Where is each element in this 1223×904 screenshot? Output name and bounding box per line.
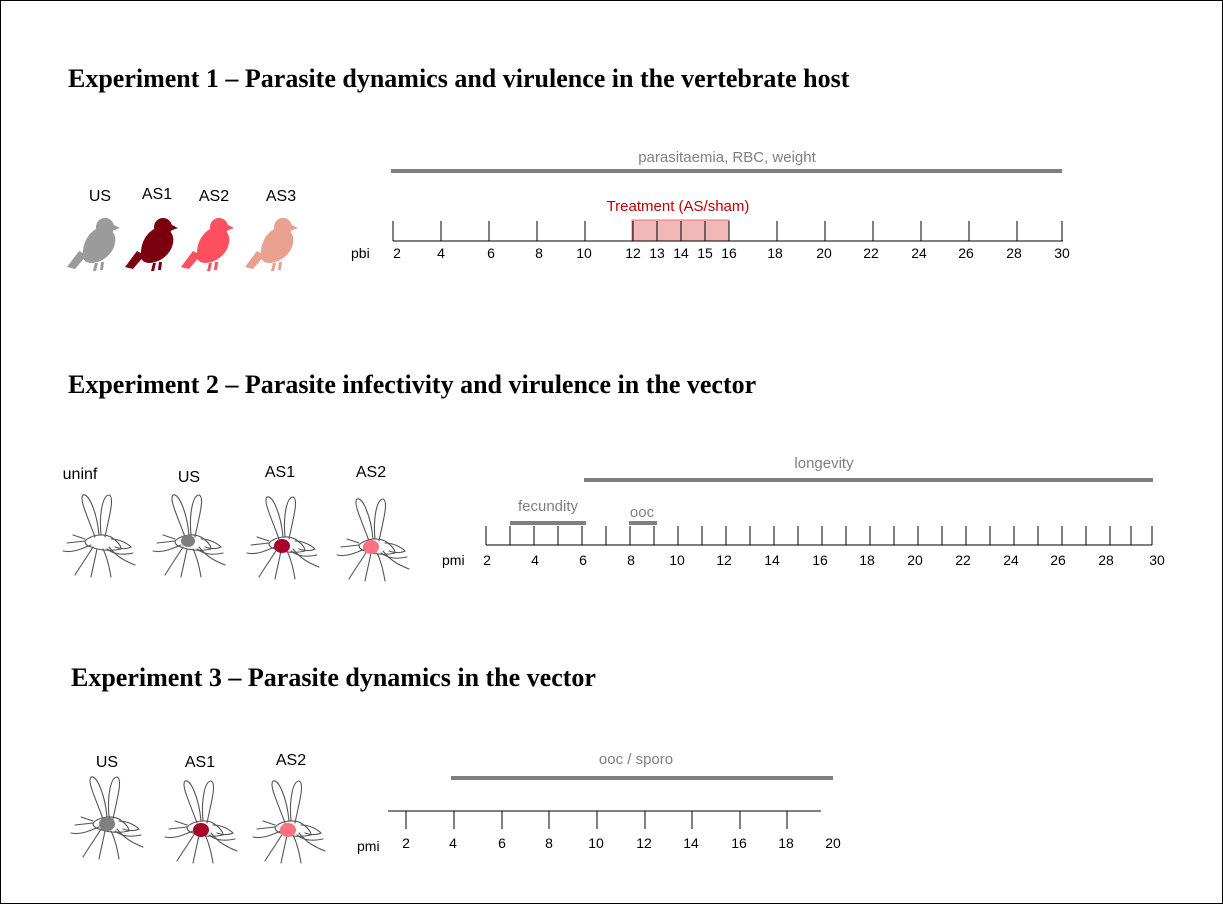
exp1-tick-label: 26 — [958, 245, 974, 261]
mosquito-icon-pink — [252, 780, 326, 864]
exp1-tick-label: 4 — [437, 245, 445, 261]
exp2-tick-label: 30 — [1149, 552, 1165, 568]
bird-icon-grey — [67, 218, 120, 271]
mosquito-icon-dark-red — [246, 496, 320, 580]
exp1-tick-label: 8 — [535, 245, 543, 261]
exp3-tick-label: 10 — [588, 835, 604, 851]
exp1-tick-label: 12 — [625, 245, 641, 261]
exp3-tick-label: 20 — [825, 835, 841, 851]
bar-label-parasitaemia-rbc-weight: parasitaemia, RBC, weight — [638, 149, 816, 166]
exp1-group-label-as1: AS1 — [142, 186, 172, 203]
exp1-tick-label: 16 — [721, 245, 737, 261]
exp1-tick-label: 18 — [767, 245, 783, 261]
exp2-axis: pmi — [442, 526, 1165, 568]
exp3-tick-label: 4 — [449, 835, 457, 851]
exp3-axis-label: pmi — [357, 838, 380, 854]
exp3-tick-label: 2 — [402, 835, 410, 851]
bird-icon-dark-red — [125, 218, 178, 271]
exp2-tick-label: 22 — [955, 552, 971, 568]
exp3-axis: pmi 2 4 6 8 10 12 14 16 18 20 — [357, 810, 841, 854]
exp2-tick-label: 2 — [483, 552, 491, 568]
exp3-tick-label: 14 — [683, 835, 699, 851]
exp1-tick-label: 14 — [673, 245, 689, 261]
bar-label-ooc: ooc — [630, 504, 655, 521]
exp2-tick-label: 16 — [812, 552, 828, 568]
exp1-tick-label: 20 — [816, 245, 832, 261]
exp1-tick-label: 30 — [1054, 245, 1070, 261]
exp1-tick-label: 2 — [393, 245, 401, 261]
gut-infection-grey — [99, 817, 115, 831]
exp3-tick-label: 18 — [778, 835, 794, 851]
exp3-group-label-as1: AS1 — [185, 754, 215, 771]
exp1-tick-label: 10 — [576, 245, 592, 261]
bar-label-longevity: longevity — [794, 455, 854, 472]
mosquito-icon-dark-red — [164, 780, 238, 864]
exp2-group-label-uninf: uninf — [63, 466, 98, 483]
exp3-tick-label: 16 — [731, 835, 747, 851]
exp2-tick-label: 28 — [1098, 552, 1114, 568]
exp2-tick-label: 10 — [669, 552, 685, 568]
bar-label-fecundity: fecundity — [518, 498, 579, 515]
exp2-group-label-us: US — [178, 469, 200, 486]
bar-label-ooc-sporo: ooc / sporo — [599, 751, 673, 768]
treatment-label: Treatment (AS/sham) — [607, 198, 750, 215]
mosquito-icon-pink — [336, 498, 410, 582]
exp2-tick-label: 6 — [579, 552, 587, 568]
exp2-group-label-as2: AS2 — [356, 464, 386, 481]
exp3-tick-label: 12 — [636, 835, 652, 851]
exp2-axis-label: pmi — [442, 552, 465, 568]
exp1-axis: pbi 2 4 6 8 10 12 13 14 15 — [351, 221, 1070, 261]
experiment-1-title: Experiment 1 – Parasite dynamics and vir… — [68, 64, 850, 93]
exp2-tick-label: 26 — [1050, 552, 1066, 568]
gut-infection-dark-red — [274, 539, 290, 553]
gut-infection-pink — [363, 540, 379, 554]
exp1-tick-label: 13 — [649, 245, 665, 261]
exp1-group-label-as2: AS2 — [199, 188, 229, 205]
exp2-tick-label: 14 — [764, 552, 780, 568]
exp1-group-label-as3: AS3 — [266, 188, 296, 205]
mosquito-icon-grey — [152, 494, 226, 578]
mosquito-icon-uninfected — [62, 494, 136, 578]
exp1-axis-label: pbi — [351, 245, 370, 261]
gut-infection-pink — [280, 823, 296, 837]
exp2-tick-label: 18 — [859, 552, 875, 568]
exp1-tick-label: 6 — [487, 245, 495, 261]
exp2-tick-label: 20 — [907, 552, 923, 568]
experiment-3-title: Experiment 3 – Parasite dynamics in the … — [71, 663, 596, 692]
exp1-tick-label: 24 — [911, 245, 927, 261]
exp2-group-label-as1: AS1 — [265, 464, 295, 481]
gut-infection-grey — [181, 535, 195, 547]
bird-icon-pink — [245, 218, 298, 271]
exp3-group-label-as2: AS2 — [276, 752, 306, 769]
exp1-tick-label: 28 — [1006, 245, 1022, 261]
exp2-tick-label: 8 — [627, 552, 635, 568]
exp1-tick-label: 22 — [863, 245, 879, 261]
exp1-tick-label: 15 — [697, 245, 713, 261]
exp3-tick-label: 6 — [498, 835, 506, 851]
exp2-tick-label: 24 — [1003, 552, 1019, 568]
exp2-tick-label: 12 — [716, 552, 732, 568]
exp3-group-label-us: US — [96, 754, 118, 771]
gut-infection-dark-red — [193, 823, 209, 837]
exp3-tick-label: 8 — [545, 835, 553, 851]
exp1-group-label-us: US — [89, 188, 111, 205]
bird-icon-red — [181, 218, 234, 271]
mosquito-icon-grey — [70, 776, 144, 860]
experiment-2-title: Experiment 2 – Parasite infectivity and … — [68, 370, 756, 399]
exp2-tick-label: 4 — [531, 552, 539, 568]
